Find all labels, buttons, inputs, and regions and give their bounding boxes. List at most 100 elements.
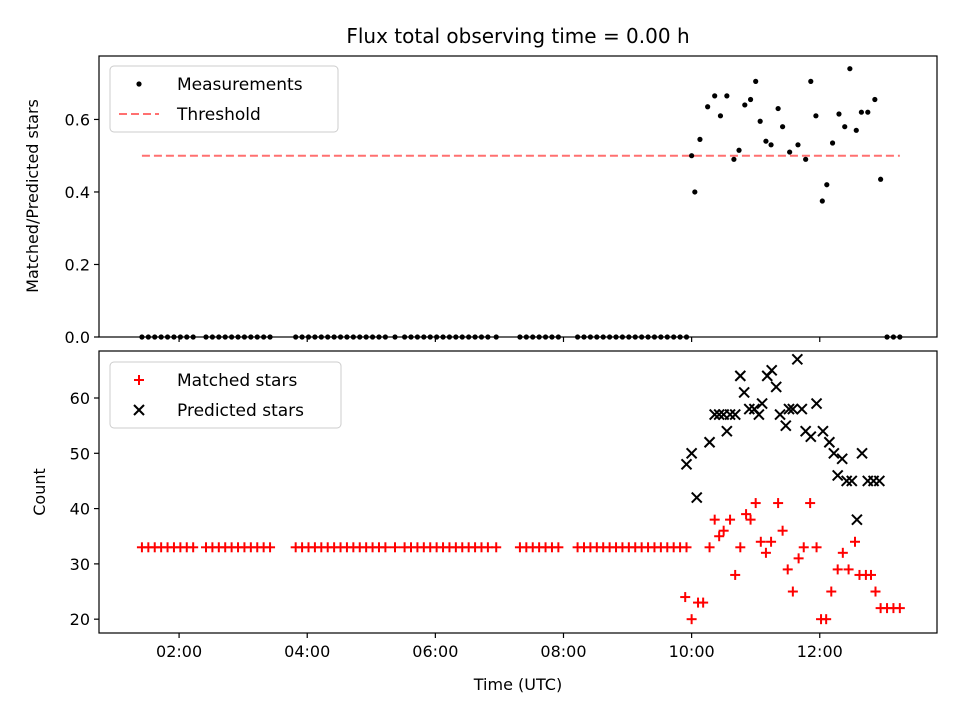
measurement-point (731, 156, 737, 162)
predicted-star-point (734, 370, 747, 382)
top-y-tick-label: 0.6 (65, 110, 90, 129)
top-y-tick-label: 0.4 (65, 183, 90, 202)
measurement-point (847, 66, 853, 72)
measurement-point (768, 142, 774, 148)
count-points (136, 353, 905, 625)
top-y-axis-label: Matched/Predicted stars (23, 99, 42, 293)
matched-star-point (760, 547, 771, 558)
x-axis-label: Time (UTC) (473, 675, 562, 694)
measurement-point (712, 93, 718, 99)
measurement-point (858, 109, 865, 115)
predicted-star-point (805, 430, 817, 443)
measurement-point (753, 78, 759, 84)
predicted-star-point (703, 436, 716, 448)
measurement-point (865, 109, 871, 115)
predicted-star-point (873, 475, 886, 487)
predicted-star-point (743, 403, 755, 415)
measurement-point (829, 140, 836, 146)
matched-star-point (866, 569, 877, 580)
matched-star-point (870, 586, 881, 597)
legend-predicted-marker (133, 404, 145, 416)
measurement-point (779, 124, 786, 130)
measurement-point (803, 156, 809, 162)
predicted-star-point (685, 447, 698, 460)
predicted-star-point (791, 353, 804, 366)
matched-star-point (787, 586, 798, 597)
predicted-star-point (765, 364, 778, 377)
measurement-point (705, 104, 711, 110)
matched-star-point (793, 553, 804, 564)
bottom-y-axis-label: Count (30, 468, 49, 516)
matched-star-point (837, 547, 848, 558)
measurement-point (692, 189, 698, 195)
top-chart-title: Flux total observing time = 0.00 h (346, 24, 689, 48)
measurement-point (742, 102, 748, 108)
matched-star-point (380, 542, 391, 553)
measurement-point (813, 113, 819, 119)
matched-star-point (811, 542, 822, 553)
predicted-star-point (753, 408, 765, 421)
matched-star-point (188, 542, 199, 553)
matched-star-point (686, 614, 697, 625)
predicted-star-point (680, 458, 693, 471)
predicted-star-point (828, 447, 840, 460)
measurement-point (878, 176, 884, 182)
matched-star-point (718, 525, 729, 536)
matched-star-point (755, 536, 766, 547)
matched-star-point (389, 542, 400, 553)
matched-star-point (750, 498, 761, 509)
measurement-point (775, 105, 781, 112)
top-y-ticks: 0.0 0.2 0.4 0.6 (65, 110, 99, 347)
matched-star-point (680, 592, 691, 603)
predicted-star-point (708, 408, 721, 421)
top-legend: Measurements Threshold (109, 65, 339, 133)
top-axes-frame (98, 55, 938, 338)
matched-star-point (805, 498, 816, 509)
matched-star-point (725, 514, 736, 525)
measurement-point (747, 96, 754, 103)
matched-star-point (826, 586, 837, 597)
legend-matched-label: Matched stars (177, 371, 297, 391)
legend-matched-marker (134, 375, 144, 385)
matched-star-point (832, 564, 843, 575)
predicted-star-point (831, 469, 844, 482)
predicted-star-point (796, 403, 808, 415)
measurement-point (697, 136, 703, 142)
measurement-point (736, 147, 742, 153)
measurement-point (824, 182, 830, 188)
bottom-x-tick-label: 08:00 (540, 642, 586, 661)
matched-star-point (553, 542, 564, 553)
legend-predicted-label: Predicted stars (177, 401, 304, 421)
predicted-star-point (756, 397, 768, 410)
matched-star-point (730, 569, 741, 580)
predicted-star-point (787, 403, 799, 415)
bottom-x-tick-label: 06:00 (412, 642, 458, 661)
matched-star-point (773, 498, 784, 509)
matched-star-point (704, 542, 715, 553)
predicted-star-point (729, 408, 741, 421)
measurement-point (724, 93, 730, 99)
legend-measurements-marker (136, 81, 142, 87)
bottom-y-tick-label: 30 (70, 555, 90, 574)
matched-star-point (894, 603, 905, 614)
matched-star-point (491, 542, 502, 553)
bottom-x-tick-label: 04:00 (284, 642, 330, 661)
matched-star-point (821, 614, 832, 625)
bottom-y-tick-label: 40 (70, 500, 90, 519)
bottom-y-ticks: 20 30 40 50 60 (70, 389, 99, 629)
measurement-point (787, 149, 793, 155)
bottom-y-tick-label: 20 (70, 610, 90, 629)
bottom-y-tick-label: 50 (70, 444, 90, 463)
legend-threshold-label: Threshold (176, 105, 261, 125)
predicted-star-point (810, 397, 823, 410)
predicted-star-point (823, 436, 836, 448)
matched-star-point (735, 542, 746, 553)
matched-star-point (777, 525, 788, 536)
measurement-point (763, 138, 769, 144)
top-legend-box (109, 65, 339, 133)
measurement-point (872, 96, 878, 103)
bottom-legend: Matched stars Predicted stars (109, 361, 342, 429)
bottom-x-tick-label: 12:00 (797, 642, 843, 661)
predicted-star-point (721, 425, 733, 437)
